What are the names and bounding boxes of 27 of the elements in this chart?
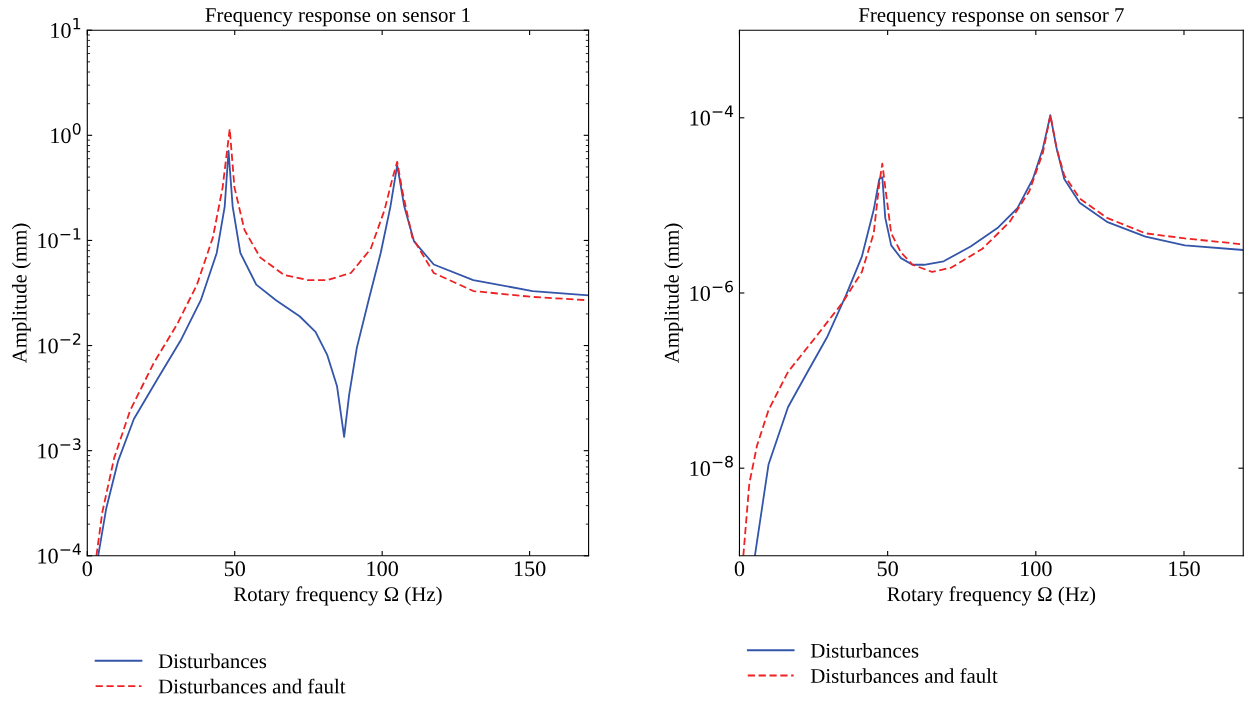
x-tick-label: 150 (514, 561, 546, 577)
legend-label: Disturbances (158, 653, 267, 669)
x-tick-label: 50 (224, 561, 245, 577)
y-tick-label: 10$^{−4}$ (690, 105, 734, 126)
x-axis-title: Rotary frequency Ω (Hz) (887, 586, 1096, 606)
x-tick-label: 0 (82, 561, 92, 577)
y-tick-label: 10$^{−2}$ (38, 333, 81, 354)
y-axis-title: Amplitude (mm) (11, 223, 31, 364)
x-tick-label: 100 (1021, 561, 1052, 577)
legend-label: Disturbances and fault (810, 668, 998, 684)
y-tick-label: 10$^{−6}$ (690, 280, 733, 301)
chart-title: Frequency response on sensor 1 (205, 8, 470, 27)
x-tick-label: 50 (877, 561, 898, 577)
legend-label: Disturbances and fault (158, 678, 346, 694)
y-tick-label: 10$^{0}$ (51, 122, 81, 144)
x-tick-label: 0 (734, 561, 745, 577)
y-tick-label: 10$^{−3}$ (38, 438, 81, 459)
x-tick-label: 100 (367, 561, 398, 577)
x-tick-label: 150 (1169, 561, 1200, 577)
y-tick-label: 10$^{−8}$ (690, 455, 733, 477)
y-tick-label: 10$^{−4}$ (38, 543, 81, 564)
x-axis-title: Rotary frequency Ω (Hz) (233, 586, 442, 606)
y-axis-title: Amplitude (mm) (664, 223, 684, 364)
chart-title: Frequency response on sensor 7 (858, 8, 1124, 27)
y-tick-label: 10$^{−1}$ (38, 228, 81, 249)
y-tick-label: 10$^{1}$ (51, 17, 81, 39)
legend-label: Disturbances (810, 643, 919, 658)
